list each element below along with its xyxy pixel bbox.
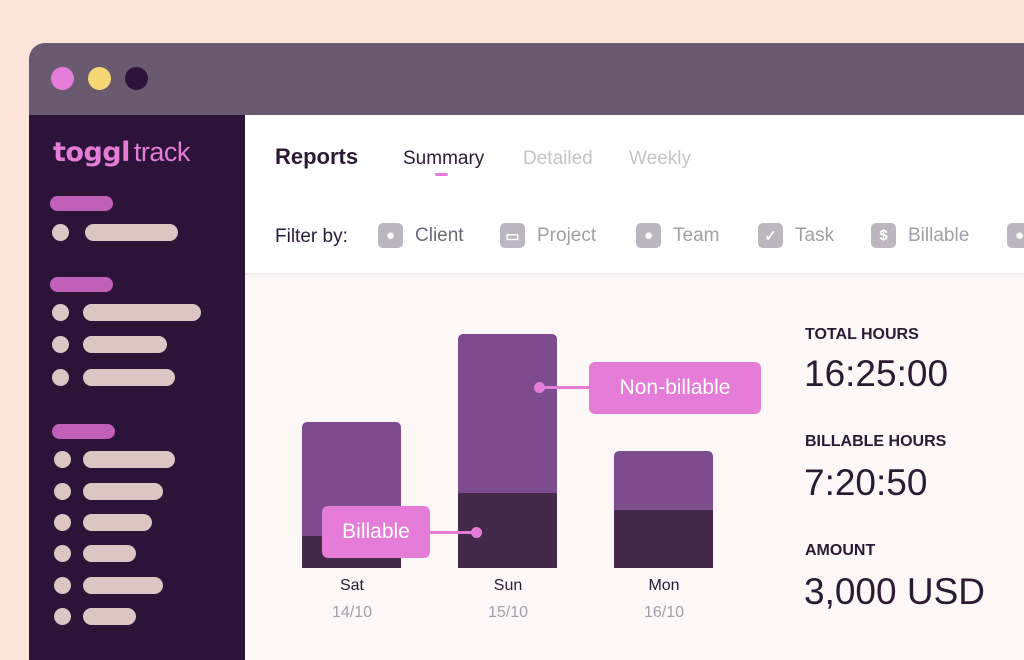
- close-button[interactable]: [51, 67, 74, 90]
- folder-icon: ▭: [500, 223, 525, 248]
- sidebar-section-heading: [52, 424, 115, 439]
- sidebar-item-icon: [54, 577, 71, 594]
- minimize-button[interactable]: [88, 67, 111, 90]
- logo[interactable]: toggl track: [53, 137, 190, 168]
- sidebar-item-icon: [52, 336, 69, 353]
- billable-connector: [425, 531, 477, 534]
- amount-label: AMOUNT: [805, 542, 876, 559]
- sidebar-item[interactable]: [85, 224, 178, 241]
- sidebar-item-icon: [54, 608, 71, 625]
- non-billable-tag: Non-billable: [589, 362, 761, 414]
- billable-tag: Billable: [322, 506, 430, 558]
- x-date: 14/10: [331, 604, 373, 621]
- sidebar-item-icon: [52, 224, 69, 241]
- sidebar-section-heading: [50, 196, 113, 211]
- amount-value: 3,000 USD: [804, 571, 985, 612]
- title-bar: [29, 43, 1024, 115]
- page-title: Reports: [275, 144, 359, 169]
- tag-icon: ●: [1007, 223, 1024, 248]
- x-date: 16/10: [643, 604, 685, 621]
- sidebar-item[interactable]: [83, 577, 163, 594]
- sidebar-item-icon: [54, 451, 71, 468]
- sidebar-item[interactable]: [83, 304, 201, 321]
- tab-detailed[interactable]: Detailed: [523, 148, 593, 169]
- billable-hours-label: BILLABLE HOURS: [805, 433, 947, 450]
- check-icon: ✓: [758, 223, 783, 248]
- x-date: 15/10: [487, 604, 529, 621]
- sidebar-item[interactable]: [83, 483, 163, 500]
- filter-billable[interactable]: $ Billable: [871, 223, 969, 248]
- bar-billable-segment: [614, 510, 713, 568]
- tab-weekly[interactable]: Weekly: [629, 148, 691, 169]
- x-label: Sat: [339, 577, 364, 594]
- sidebar-item[interactable]: [83, 608, 136, 625]
- filter-tag[interactable]: ●: [1007, 223, 1024, 248]
- sidebar-item[interactable]: [83, 514, 152, 531]
- sidebar-item[interactable]: [83, 369, 175, 386]
- total-hours-label: TOTAL HOURS: [805, 326, 919, 343]
- active-tab-indicator: [435, 173, 448, 176]
- total-hours-value: 16:25:00: [804, 353, 949, 394]
- billable-hours-value: 7:20:50: [804, 462, 928, 503]
- non-billable-marker: [534, 382, 545, 393]
- filter-team[interactable]: ● Team: [636, 223, 719, 248]
- x-label: Sun: [493, 577, 523, 594]
- sidebar-item-icon: [54, 514, 71, 531]
- filter-label: Filter by:: [275, 226, 348, 247]
- app-window: toggl track Reports Summary Detailed Week…: [29, 43, 1024, 660]
- reports-header: Reports Summary Detailed Weekly Filter b…: [245, 115, 1024, 275]
- sidebar-item-icon: [54, 483, 71, 500]
- sidebar-item-icon: [52, 304, 69, 321]
- billable-marker: [471, 527, 482, 538]
- summary-bar-chart: Billable Non-billable Sat Sun Mon 14/10 …: [245, 277, 775, 660]
- dollar-icon: $: [871, 223, 896, 248]
- team-icon: ●: [636, 223, 661, 248]
- sidebar-item[interactable]: [83, 336, 167, 353]
- filter-task[interactable]: ✓ Task: [758, 223, 834, 248]
- non-billable-connector: [540, 386, 590, 389]
- sidebar-item-icon: [52, 369, 69, 386]
- maximize-button[interactable]: [125, 67, 148, 90]
- filter-project[interactable]: ▭ Project: [500, 223, 596, 248]
- sidebar-section-heading: [50, 277, 113, 292]
- sidebar-item-icon: [54, 545, 71, 562]
- tab-summary[interactable]: Summary: [403, 148, 485, 169]
- bar-mon[interactable]: [614, 451, 713, 568]
- sidebar-item[interactable]: [83, 451, 175, 468]
- sidebar: toggl track: [29, 115, 245, 660]
- filter-client[interactable]: ● Client: [378, 223, 464, 248]
- x-label: Mon: [648, 577, 680, 594]
- user-icon: ●: [378, 223, 403, 248]
- sidebar-item[interactable]: [83, 545, 136, 562]
